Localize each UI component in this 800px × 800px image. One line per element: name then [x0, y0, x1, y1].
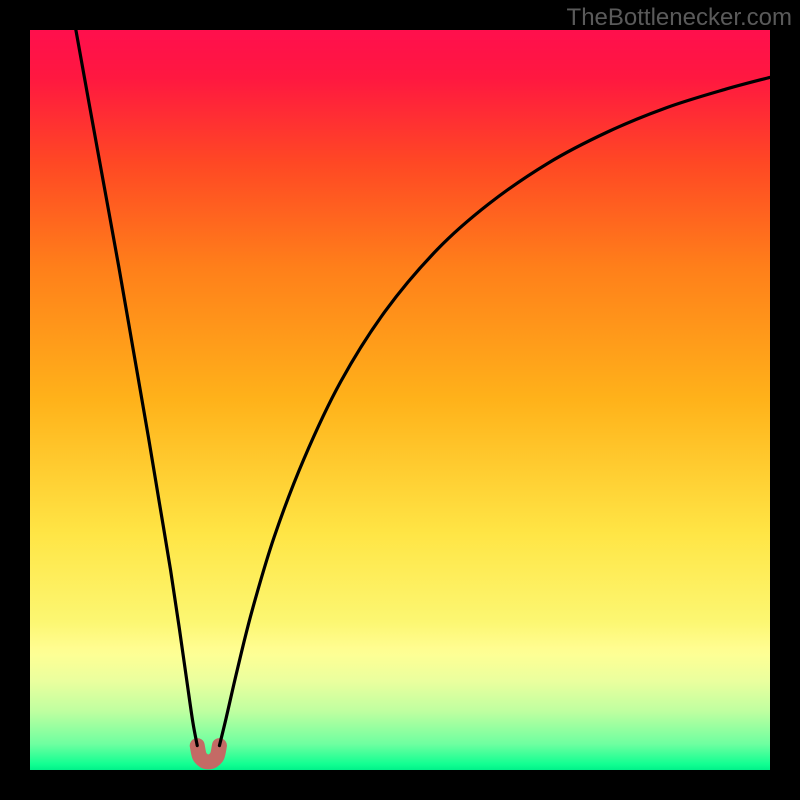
chart-frame: TheBottlenecker.com [0, 0, 800, 800]
plot-area [30, 30, 770, 770]
watermark-text: TheBottlenecker.com [567, 4, 792, 32]
chart-svg [30, 30, 770, 770]
